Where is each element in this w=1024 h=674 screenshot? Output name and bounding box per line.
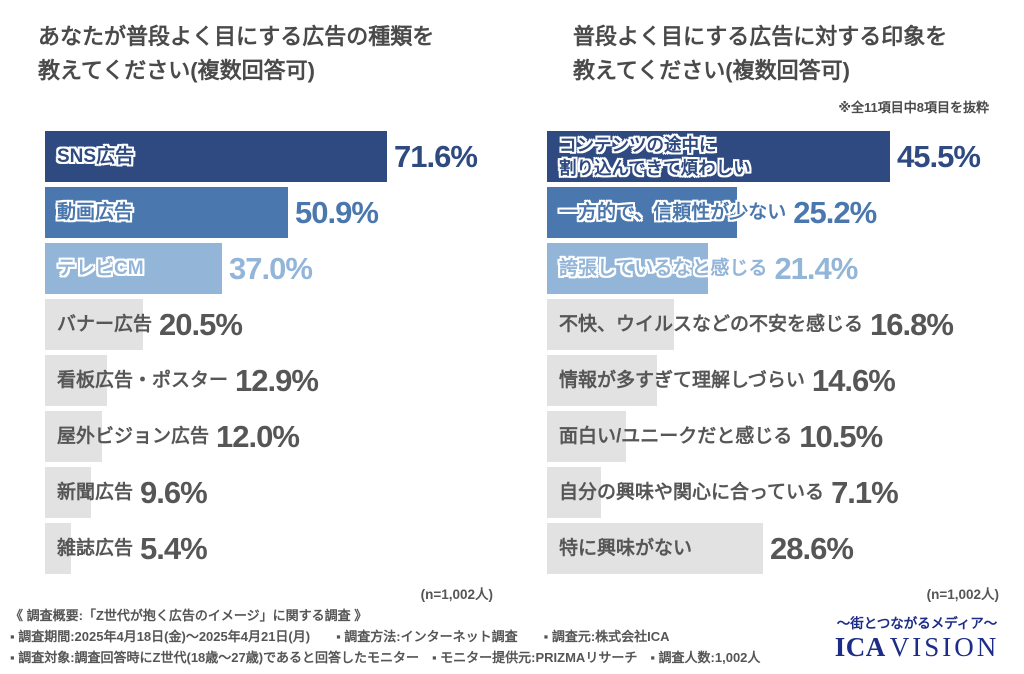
bar-fill [547,411,626,462]
bar-value: 50.9% [295,194,379,230]
bar-label: 面白い/ユニークだと感じる [559,425,793,447]
bar-label: バナー広告 [57,313,153,335]
bar-row: 新聞広告 9.6% [45,467,498,518]
logo-tagline: 〜街とつながるメディア〜 [836,616,998,631]
chart-title-right-line1: 普段よく目にする広告に対する印象を [573,24,948,49]
bar-label: 一方的で、信頼性が少ない [559,201,787,223]
bar-row: 一方的で、信頼性が少ない 25.2% [547,187,1009,238]
bar-label: 動画広告 [57,201,134,223]
bar-value: 45.5% [897,138,981,174]
bar-value: 5.4% [140,530,208,566]
bar-fill [45,299,143,350]
bar-value: 71.6% [394,138,478,174]
bar-value: 10.5% [799,418,883,454]
bar-label: 特に興味がない [559,537,693,559]
bar-row: 特に興味がない 28.6% [547,523,1009,574]
logo-brand: ICA VISION [822,632,1012,662]
chart-title-left-line1: あなたが普段よく目にする広告の種類を [38,24,435,49]
bar-fill [45,411,102,462]
bar-label: 新聞広告 [57,481,134,503]
footer-line-period-method: ▪ 調査期間:2025年4月18日(金)〜2025年4月21日(月) ▪ 調査方… [10,629,670,644]
bar-fill [547,355,657,406]
bar-label: 不快、ウイルスなどの不安を感じる [559,313,864,335]
bar-fill [547,467,601,518]
bar-fill [45,243,222,294]
bar-label: 屋外ビジョン広告 [57,425,210,447]
bar-list-ad-types: SNS広告 71.6% 動画広告 50.9% テレビCM 37.0% バナー広告 20.5% 看… [45,131,498,579]
chart-ad-types: あなたが普段よく目にする広告の種類を 教えてください(複数回答可) SNS広告 71… [38,0,498,674]
bar-label: 雑誌広告 [57,537,134,559]
bar-row: テレビCM 37.0% [45,243,498,294]
bar-label: 自分の興味や関心に合っている [559,481,825,503]
logo: 〜街とつながるメディア〜 ICA VISION [822,612,1012,662]
bar-value: 16.8% [870,306,954,342]
bar-row: 屋外ビジョン広告 12.0% [45,411,498,462]
bar-fill [547,523,763,574]
logo-brand-vision: VISION [889,632,1000,662]
bar-label: SNS広告 [57,145,135,167]
bar-fill [547,187,737,238]
bar-fill [547,299,674,350]
bar-row: 自分の興味や関心に合っている 7.1% [547,467,1009,518]
chart-title-left-line2: 教えてください(複数回答可) [38,58,315,83]
bar-value: 9.6% [140,474,208,510]
bar-row: バナー広告 20.5% [45,299,498,350]
bar-label: 看板広告・ポスター [57,369,229,391]
chart-ad-impressions: 普段よく目にする広告に対する印象を 教えてください(複数回答可) ※全11項目中8… [547,0,1009,674]
bar-value: 7.1% [831,474,899,510]
bar-value: 37.0% [229,250,313,286]
chart-title-right: 普段よく目にする広告に対する印象を 教えてください(複数回答可) [573,20,947,88]
bar-value: 12.0% [216,418,300,454]
bar-row: 不快、ウイルスなどの不安を感じる 16.8% [547,299,1009,350]
bar-fill [45,355,107,406]
chart-note: ※全11項目中8項目を抜粋 [838,100,989,115]
bar-row: 誇張しているなと感じる 21.4% [547,243,1009,294]
bar-label: コンテンツの途中に 割り込んできて煩わしい [559,134,751,178]
bar-row: 看板広告・ポスター 12.9% [45,355,498,406]
footer-line-overview: 《 調査概要:「Z世代が抱く広告のイメージ」に関する調査 》 [10,608,368,623]
bar-label: 誇張しているなと感じる [559,257,768,279]
bar-fill [45,187,288,238]
bar-fill [45,467,91,518]
bar-value: 25.2% [793,194,877,230]
chart-title-left: あなたが普段よく目にする広告の種類を 教えてください(複数回答可) [38,20,434,88]
bar-fill [45,523,71,574]
bar-value: 20.5% [159,306,243,342]
bar-row: 雑誌広告 5.4% [45,523,498,574]
bar-label: テレビCM [57,257,144,279]
bar-label: 情報が多すぎて理解しづらい [559,369,805,391]
bar-row: 面白い/ユニークだと感じる 10.5% [547,411,1009,462]
bar-row: 動画広告 50.9% [45,187,498,238]
bar-row: 情報が多すぎて理解しづらい 14.6% [547,355,1009,406]
bar-fill [547,243,708,294]
bar-value: 12.9% [235,362,319,398]
logo-brand-ica: ICA [834,632,886,662]
chart-title-right-line2: 教えてください(複数回答可) [573,58,850,83]
bar-fill [547,131,890,182]
footer-line-target-panel: ▪ 調査対象:調査回答時にZ世代(18歳〜27歳)であると回答したモニター ▪ … [10,650,761,665]
bar-value: 28.6% [770,530,854,566]
bar-list-ad-impressions: コンテンツの途中に 割り込んできて煩わしい 45.5% 一方的で、信頼性が少ない 25… [547,131,1009,579]
bar-value: 21.4% [774,250,858,286]
sample-size-label-left: (n=1,002人) [420,587,493,602]
sample-size-label-right: (n=1,002人) [926,587,999,602]
bar-fill [45,131,387,182]
bar-row: SNS広告 71.6% [45,131,498,182]
bar-value: 14.6% [811,362,896,398]
bar-row: コンテンツの途中に 割り込んできて煩わしい 45.5% [547,131,1009,182]
survey-footer: 《 調査概要:「Z世代が抱く広告のイメージ」に関する調査 》 ▪ 調査期間:20… [10,605,840,668]
